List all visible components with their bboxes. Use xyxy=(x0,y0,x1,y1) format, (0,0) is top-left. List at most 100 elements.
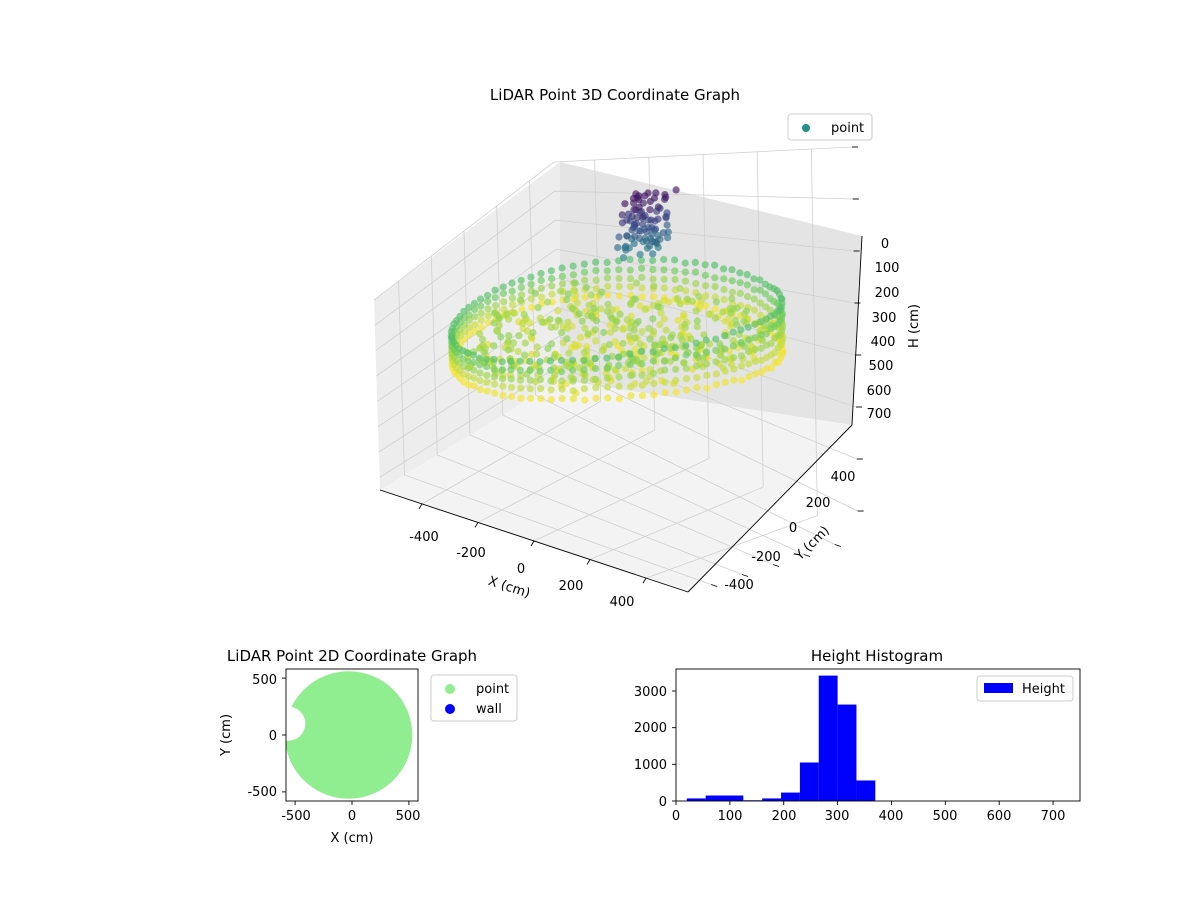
point-3d xyxy=(491,294,499,302)
point-3d xyxy=(551,371,559,379)
point-3d xyxy=(682,342,690,350)
point-3d xyxy=(663,221,671,229)
point-3d xyxy=(641,305,649,314)
point-3d xyxy=(508,392,516,401)
point-3d xyxy=(499,289,508,298)
point-3d xyxy=(649,256,657,265)
point-3d xyxy=(547,366,555,374)
point-3d xyxy=(564,318,572,326)
point-3d xyxy=(636,227,645,235)
point-3d xyxy=(527,273,535,281)
point-3d xyxy=(526,357,534,365)
histogram-y-tick-label: 0 xyxy=(659,795,667,810)
point-3d xyxy=(477,323,486,331)
point-3d xyxy=(757,318,765,326)
point-3d xyxy=(680,311,688,319)
point-3d xyxy=(671,354,680,362)
tick-marks-2d xyxy=(282,677,410,805)
point-3d xyxy=(627,283,635,291)
point-3d xyxy=(693,362,701,370)
point-3d xyxy=(537,395,545,403)
point-3d xyxy=(484,291,492,299)
point-3d xyxy=(692,280,700,288)
point-3d xyxy=(650,341,659,349)
grid-line-y-3d xyxy=(463,230,774,565)
point-3d xyxy=(712,380,721,389)
point-3d xyxy=(499,391,507,399)
point-3d xyxy=(603,383,612,391)
point-3d xyxy=(476,377,484,385)
point-3d xyxy=(476,361,484,369)
point-3d xyxy=(729,328,737,336)
point-3d xyxy=(682,287,690,295)
point-3d xyxy=(537,385,545,393)
legend-3d-frame xyxy=(787,113,873,141)
x-axis-label-3d: X (cm) xyxy=(486,574,532,602)
point-3d xyxy=(600,328,608,337)
point-3d xyxy=(603,267,611,275)
grid-line-z-3d xyxy=(378,335,857,460)
point-3d xyxy=(648,237,657,245)
point-3d xyxy=(483,363,491,371)
point-3d xyxy=(736,269,744,277)
x-tick-label-2d: 0 xyxy=(348,809,356,824)
point-3d xyxy=(477,316,485,324)
grid-line-z-3d xyxy=(373,146,853,301)
point-3d xyxy=(495,315,503,323)
point-3d xyxy=(639,213,647,221)
point-3d xyxy=(591,365,600,373)
tick-marks-histogram xyxy=(672,690,1054,805)
legend-2d: point wall xyxy=(430,674,518,722)
x-tick-mark-3d xyxy=(642,577,647,584)
point-3d xyxy=(682,375,691,383)
point-3d xyxy=(628,226,636,234)
point-3d xyxy=(721,332,729,340)
point-3d xyxy=(527,394,535,402)
point-3d xyxy=(631,232,639,240)
point-3d xyxy=(578,317,586,325)
point-3d xyxy=(681,259,689,267)
point-3d xyxy=(471,313,479,321)
point-3d xyxy=(536,358,544,366)
z-tick-label-3d: 0 xyxy=(881,237,889,252)
point-3d xyxy=(711,274,719,282)
point-3d xyxy=(730,376,738,384)
grid-line-x-3d xyxy=(533,154,710,542)
point-3d xyxy=(476,369,484,377)
point-3d xyxy=(662,193,670,201)
point-3d xyxy=(721,378,730,386)
point-3d xyxy=(508,301,517,309)
point-3d xyxy=(672,388,680,396)
point-3d xyxy=(750,275,758,283)
point-3d xyxy=(632,279,641,287)
point-3d xyxy=(660,344,668,352)
point-3d xyxy=(546,315,554,323)
point-3d xyxy=(592,317,601,325)
point-3d xyxy=(626,266,634,274)
point-3d xyxy=(604,291,612,299)
point-3d xyxy=(641,192,649,200)
point-3d xyxy=(508,294,516,302)
point-3d xyxy=(654,303,662,311)
point-3d xyxy=(744,293,752,301)
point-3d xyxy=(460,307,468,315)
point-3d xyxy=(558,385,566,393)
point-3d xyxy=(618,211,626,219)
point-3d xyxy=(510,309,519,317)
point-3d xyxy=(705,310,713,318)
point-3d xyxy=(484,305,492,313)
point-3d xyxy=(621,365,630,373)
point-3d xyxy=(611,324,619,332)
point-3d xyxy=(649,293,658,301)
point-3d xyxy=(693,383,701,392)
point-3d xyxy=(756,276,764,284)
point-3d xyxy=(703,384,711,392)
grid-line-z-3d xyxy=(376,277,856,402)
histogram-bars xyxy=(686,675,876,801)
point-3d xyxy=(477,309,485,317)
point-3d xyxy=(692,351,701,359)
point-3d xyxy=(580,268,589,276)
point-3d xyxy=(638,360,646,368)
histogram-x-tick-label: 300 xyxy=(825,809,850,824)
point-3d xyxy=(738,376,746,384)
